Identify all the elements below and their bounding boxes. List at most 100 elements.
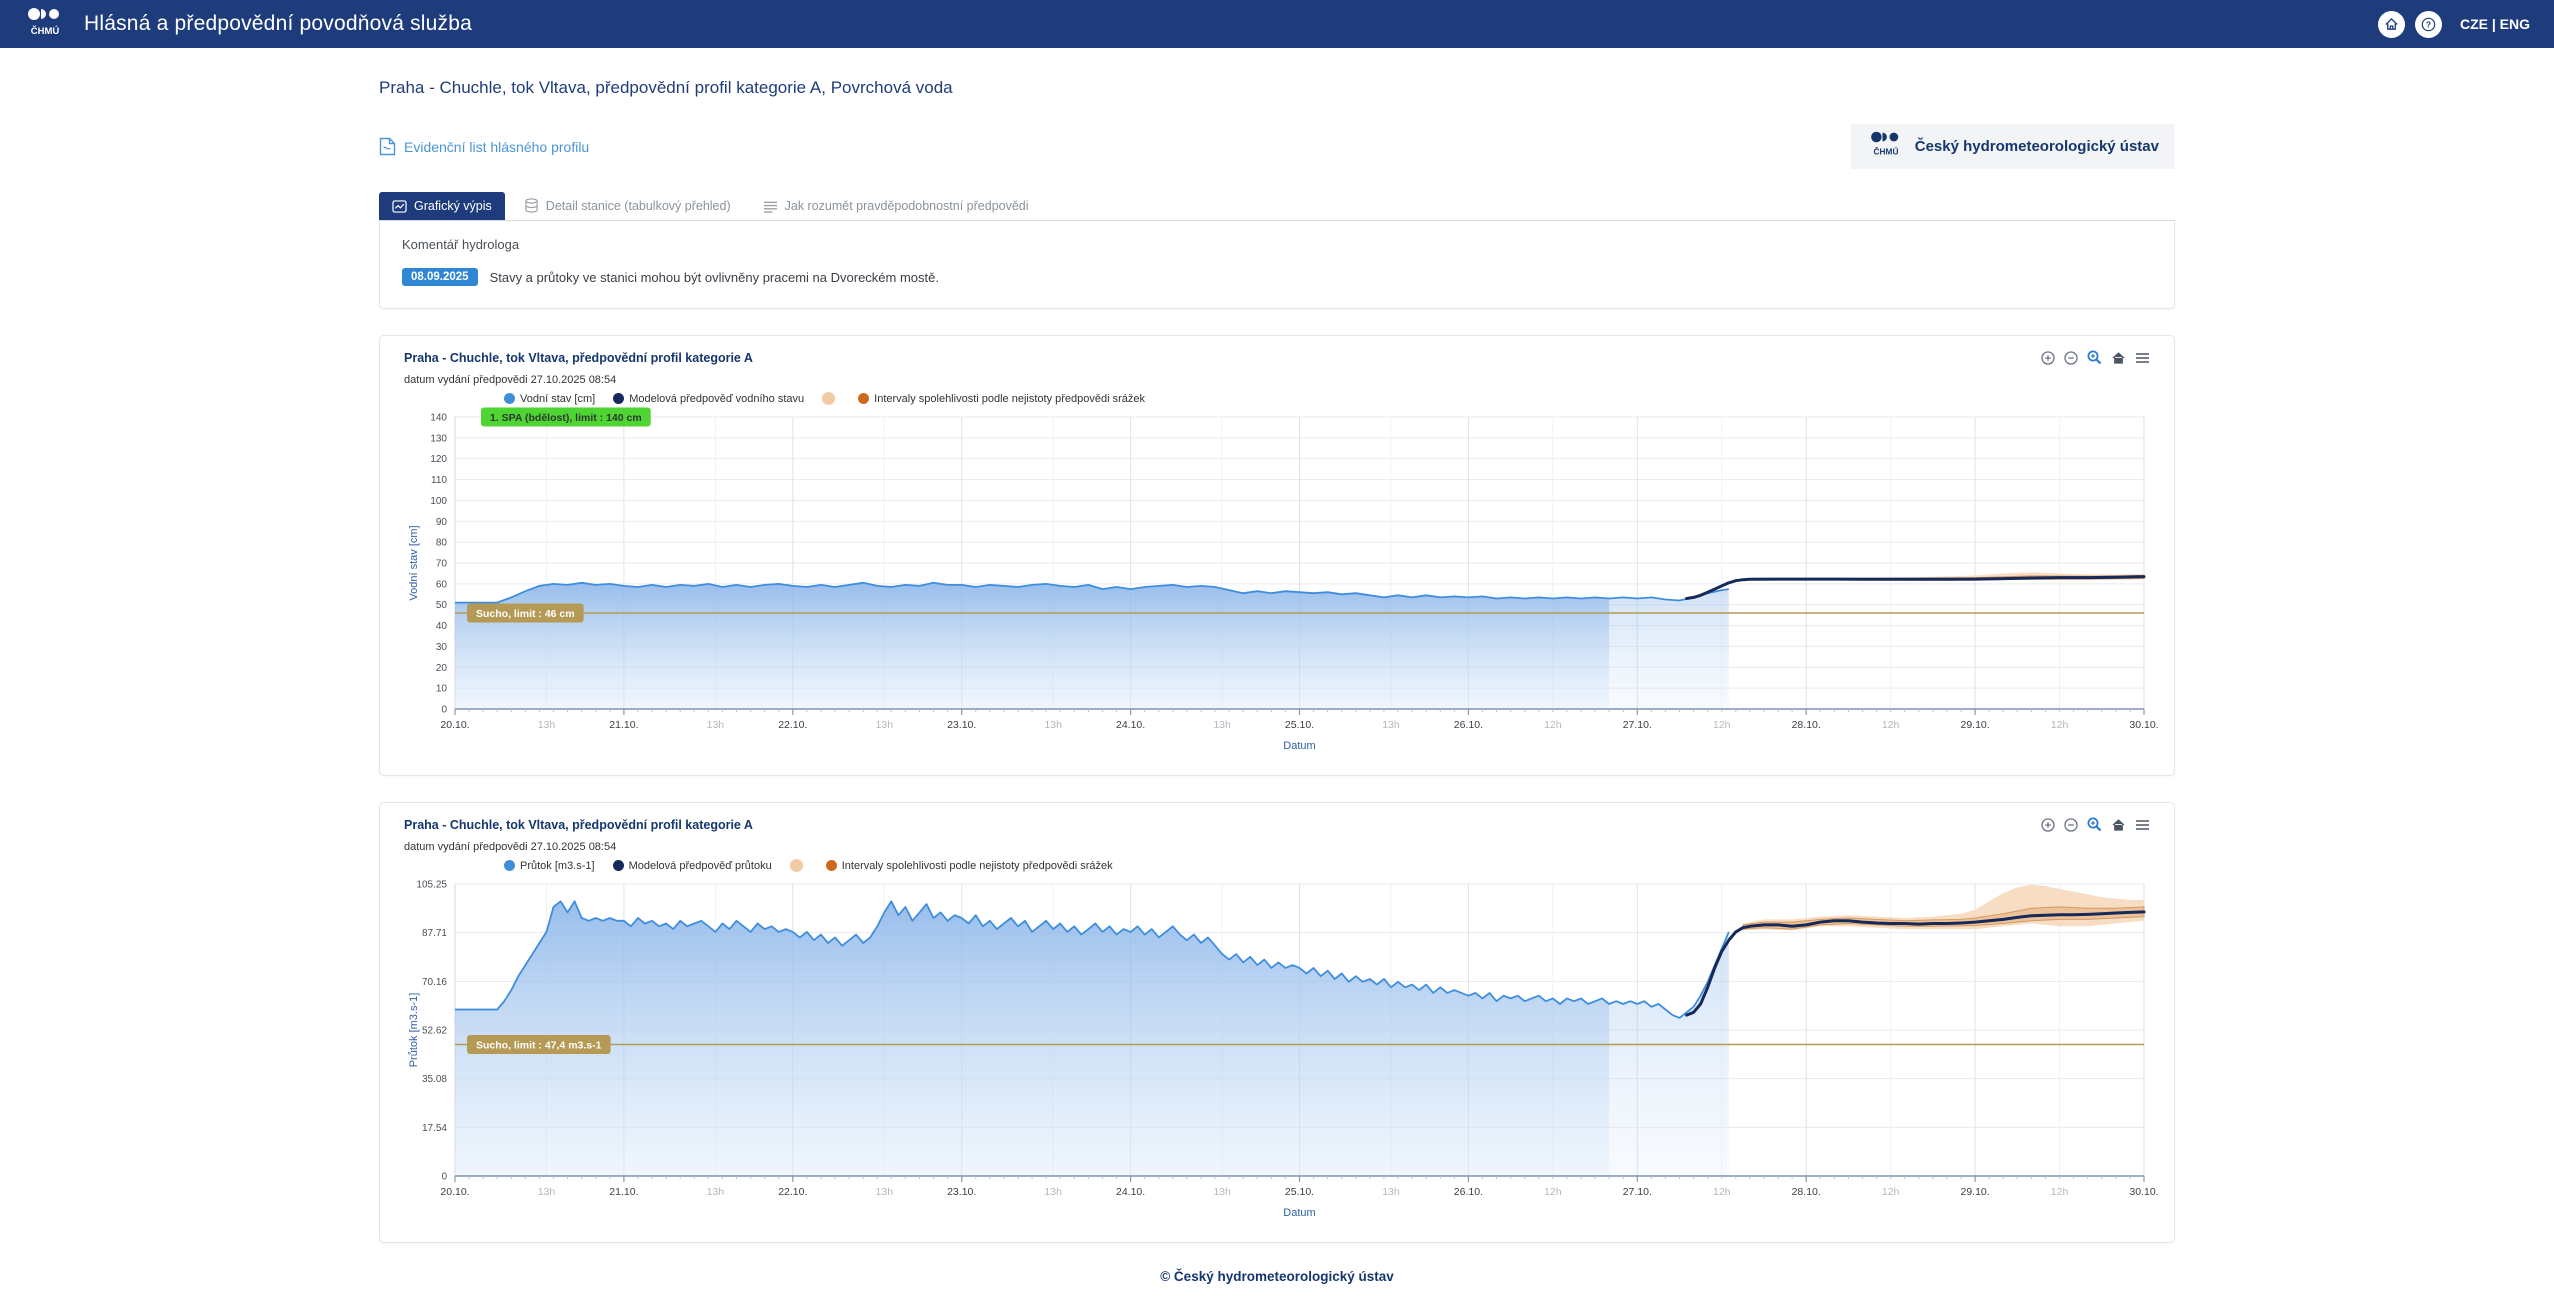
zoom-select-icon[interactable] [2087,817,2102,832]
chart-legend: Průtok [m3.s-1] Modelová předpověď průtok… [504,859,2150,872]
help-button[interactable]: ? [2414,10,2442,38]
chart-legend: Vodní stav [cm] Modelová předpověď vodníh… [504,392,2150,405]
svg-text:70: 70 [436,559,448,570]
legend-label: Průtok [m3.s-1] [520,859,595,872]
svg-text:12h: 12h [1544,1186,1562,1198]
svg-text:110: 110 [431,475,447,486]
svg-text:30.10.: 30.10. [2129,719,2158,731]
legend-item: Průtok [m3.s-1] [504,860,595,872]
svg-text:26.10.: 26.10. [1454,719,1483,731]
svg-text:12h: 12h [1882,719,1900,731]
svg-text:87.71: 87.71 [422,928,447,939]
spa-limit-badge [481,407,651,427]
legend-dot [822,392,836,405]
tab-detail-stanice[interactable]: Detail stanice (tabulkový přehled) [511,191,744,220]
chart-title: Praha - Chuchle, tok Vltava, předpovědní… [404,817,753,832]
chmu-logo: ČHMÚ [24,6,66,43]
svg-text:28.10.: 28.10. [1792,719,1821,731]
home-icon [2385,17,2398,30]
svg-text:12h: 12h [1544,719,1562,731]
zoom-in-icon[interactable] [2041,817,2055,832]
svg-text:50: 50 [436,600,448,611]
zoom-out-icon[interactable] [2064,817,2078,832]
reset-home-icon[interactable] [2111,351,2126,365]
svg-text:130: 130 [430,433,447,444]
sucho-limit-badge [467,1034,611,1054]
svg-text:0: 0 [441,1172,447,1183]
chart-toolbar [2041,817,2150,832]
water-level-chart-card: Praha - Chuchle, tok Vltava, předpovědní… [379,335,2175,776]
institute-name: Český hydrometeorologický ústav [1914,138,2159,155]
tab-jak-rozumet[interactable]: Jak rozumět pravděpodobnostní předpovědi [750,192,1042,220]
zoom-select-icon[interactable] [2087,350,2102,365]
legend-label: Intervaly spolehlivosti podle nejistoty … [874,392,1146,405]
svg-text:12h: 12h [1882,1186,1900,1198]
svg-text:13h: 13h [707,1186,725,1198]
forecast-issue-date: datum vydání předpovědi 27.10.2025 08:54 [404,841,617,853]
forecast-issue-date: datum vydání předpovědi 27.10.2025 08:54 [404,374,617,386]
svg-text:17.54: 17.54 [422,1123,447,1134]
svg-text:1. SPA (bdělost), limit : 140: 1. SPA (bdělost), limit : 140 cm [490,412,642,424]
legend-dot [789,859,803,872]
svg-text:60: 60 [436,579,448,590]
svg-text:24.10.: 24.10. [1116,1186,1145,1198]
pdf-profile-link[interactable]: Evidenční list hlásného profilu [379,137,589,156]
legend-item: Intervaly spolehlivosti podle nejistoty … [825,859,1113,872]
menu-icon[interactable] [2135,819,2150,831]
svg-text:120: 120 [430,454,447,465]
svg-text:ČHMÚ: ČHMÚ [31,25,60,37]
svg-text:140: 140 [430,413,447,424]
svg-text:13h: 13h [707,719,725,731]
svg-text:25.10.: 25.10. [1285,1186,1314,1198]
home-button[interactable] [2377,10,2405,38]
svg-text:13h: 13h [1044,1186,1062,1198]
app-title: Hlásná a předpovědní povodňová služba [84,12,473,35]
help-icon: ? [2421,17,2436,31]
database-icon [525,198,538,213]
language-switch[interactable]: CZE | ENG [2459,16,2530,32]
svg-text:29.10.: 29.10. [1960,719,1989,731]
list-icon [763,201,777,213]
svg-text:90: 90 [436,517,448,528]
svg-text:25.10.: 25.10. [1285,719,1314,731]
legend-dot [612,860,624,871]
tab-graficky-vypis[interactable]: Grafický výpis [379,192,505,220]
svg-text:20.10.: 20.10. [440,1186,469,1198]
discharge-chart[interactable]: 0 17.54 35.08 52.62 70.16 87.71 105.25 20.10. 21… [404,874,2159,1226]
svg-text:80: 80 [436,538,448,549]
legend-item: Modelová předpověď vodního stavu [613,393,804,405]
reset-home-icon[interactable] [2111,818,2126,832]
legend-label: Intervaly spolehlivosti podle nejistoty … [841,859,1113,872]
svg-text:22.10.: 22.10. [778,719,807,731]
svg-text:13h: 13h [876,719,894,731]
svg-text:52.62: 52.62 [422,1026,447,1037]
svg-text:35.08: 35.08 [422,1074,447,1085]
svg-text:21.10.: 21.10. [609,719,638,731]
legend-item [789,859,808,872]
svg-text:13h: 13h [1044,719,1062,731]
svg-text:Datum: Datum [1283,740,1315,752]
svg-text:13h: 13h [1382,1186,1400,1198]
water-level-chart[interactable]: 0 10 20 30 40 50 60 70 80 90 100 110 120 130 140 20.10.… [404,407,2159,759]
svg-text:24.10.: 24.10. [1116,719,1145,731]
svg-text:Datum: Datum [1283,1207,1315,1219]
svg-text:20.10.: 20.10. [440,719,469,731]
menu-icon[interactable] [2135,352,2150,364]
svg-text:12h: 12h [1713,719,1731,731]
legend-label: Modelová předpověď průtoku [628,859,772,872]
svg-text:23.10.: 23.10. [947,719,976,731]
svg-text:?: ? [2426,19,2431,29]
legend-dot [858,393,870,404]
svg-text:13h: 13h [876,1186,894,1198]
svg-text:28.10.: 28.10. [1792,1186,1821,1198]
page-title: Praha - Chuchle, tok Vltava, předpovědní… [379,78,953,97]
svg-text:12h: 12h [1713,1186,1731,1198]
zoom-in-icon[interactable] [2041,350,2055,365]
sucho-limit-badge [467,603,584,623]
zoom-out-icon[interactable] [2064,350,2078,365]
svg-text:12h: 12h [2051,1186,2069,1198]
legend-dot [613,393,625,404]
chart-title: Praha - Chuchle, tok Vltava, předpovědní… [404,350,753,365]
svg-text:21.10.: 21.10. [609,1186,638,1198]
svg-text:29.10.: 29.10. [1960,1186,1989,1198]
